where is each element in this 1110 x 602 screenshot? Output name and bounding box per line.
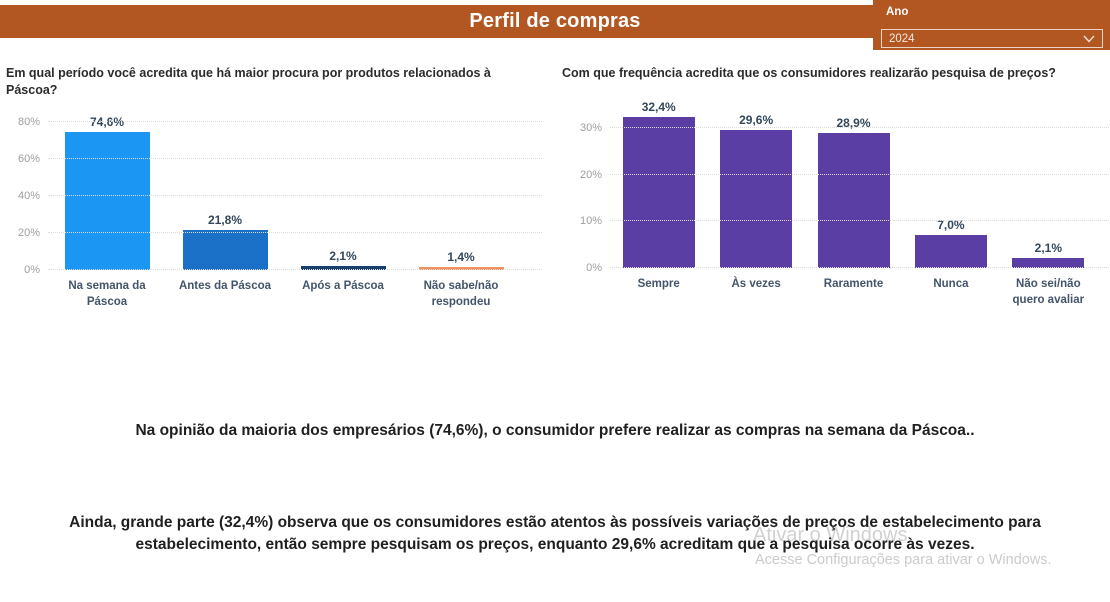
category-label: Nunca bbox=[933, 278, 969, 290]
bar-value-label: 29,6% bbox=[739, 112, 774, 127]
bar-value-label: 74,6% bbox=[89, 115, 125, 129]
bar-column: 7,0% bbox=[902, 105, 999, 268]
bar[interactable] bbox=[817, 133, 890, 268]
bar-value-label: 32,4% bbox=[641, 99, 676, 114]
bar-column: 28,9% bbox=[805, 105, 902, 268]
plot-area: 32,4% 29,6% 28,9% 7,0% 2,1% 0% 10% 20% 30% bbox=[580, 100, 1110, 274]
bars-container: 74,6% 21,8% 2,1% 1,4% bbox=[48, 114, 520, 270]
category-axis: Sempre Às vezes Raramente Nunca Não sei/não … bbox=[610, 276, 1097, 308]
year-dropdown[interactable]: 2024 bbox=[881, 29, 1103, 48]
bar[interactable] bbox=[1012, 258, 1085, 268]
bar-column: 74,6% bbox=[48, 114, 166, 270]
year-dropdown-value: 2024 bbox=[889, 32, 915, 45]
chart-title: Com que frequência acredita que os consu… bbox=[562, 66, 1056, 80]
gridline bbox=[610, 267, 1110, 268]
bar-column: 2,1% bbox=[1000, 105, 1097, 268]
gridline bbox=[48, 121, 542, 122]
bar[interactable] bbox=[720, 129, 793, 268]
year-filter-label: Ano bbox=[886, 6, 909, 18]
category-label: Sempre bbox=[637, 278, 680, 290]
bar-value-label: 28,9% bbox=[836, 116, 871, 131]
bar-value-label: 21,8% bbox=[207, 212, 243, 227]
bar-value-label: 1,4% bbox=[447, 250, 475, 265]
insight-paragraph-2: Ainda, grande parte (32,4%) observa que … bbox=[69, 514, 1041, 553]
insight-paragraph-1: Na opinião da maioria dos empresários (7… bbox=[135, 422, 975, 439]
bar-value-label: 7,0% bbox=[937, 218, 965, 233]
category-label: Na semana da Páscoa bbox=[68, 280, 146, 309]
bar[interactable] bbox=[914, 235, 987, 268]
gridline bbox=[610, 173, 1110, 175]
page-title: Perfil de compras bbox=[469, 10, 641, 32]
y-axis-tick-label: 30% bbox=[579, 122, 602, 134]
bar-column: 32,4% bbox=[610, 100, 707, 268]
y-axis-tick-label: 40% bbox=[17, 190, 40, 202]
category-axis: Na semana da Páscoa Antes da Páscoa Após a… bbox=[48, 278, 520, 310]
bar[interactable] bbox=[622, 116, 695, 268]
gridline bbox=[48, 269, 542, 270]
bar[interactable] bbox=[300, 266, 386, 270]
bar-column: 21,8% bbox=[166, 114, 284, 270]
plot-area: 74,6% 21,8% 2,1% 1,4% 0% 20% 40% 60% 80% bbox=[18, 114, 542, 276]
chart-purchase-period: Em qual período você acredita que há mai… bbox=[6, 62, 554, 310]
gridline bbox=[610, 220, 1110, 222]
category-label: Às vezes bbox=[731, 278, 781, 290]
bar[interactable] bbox=[64, 132, 150, 270]
bar-value-label: 2,1% bbox=[1034, 241, 1062, 256]
gridline bbox=[610, 127, 1110, 128]
category-label: Raramente bbox=[823, 278, 884, 290]
gridline bbox=[48, 232, 542, 233]
bar-column: 2,1% bbox=[284, 114, 402, 270]
bars-container: 32,4% 29,6% 28,9% 7,0% 2,1% bbox=[610, 100, 1097, 268]
gridline bbox=[48, 158, 542, 159]
bar[interactable] bbox=[182, 229, 268, 270]
y-axis-tick-label: 0% bbox=[24, 264, 40, 276]
gridline bbox=[48, 195, 542, 196]
category-label: Antes da Páscoa bbox=[178, 280, 272, 292]
y-axis-tick-label: 20% bbox=[579, 168, 602, 181]
y-axis-tick-label: 60% bbox=[17, 153, 40, 165]
year-filter-panel: Ano 2024 bbox=[873, 0, 1110, 50]
windows-activation-watermark-line1: Ativar o Windows bbox=[753, 524, 908, 546]
bar-column: 1,4% bbox=[402, 114, 520, 270]
chart-title: Em qual período você acredita que há mai… bbox=[6, 66, 491, 97]
bar[interactable] bbox=[418, 267, 504, 270]
y-axis-tick-label: 20% bbox=[17, 227, 40, 239]
category-label: Não sabe/não respondeu bbox=[423, 280, 499, 309]
windows-activation-watermark-line2: Acesse Configurações para ativar o Windo… bbox=[755, 552, 1052, 568]
chevron-down-icon bbox=[1083, 30, 1095, 48]
y-axis-tick-label: 80% bbox=[17, 116, 40, 128]
y-axis-tick-label: 10% bbox=[579, 215, 602, 228]
category-label: Após a Páscoa bbox=[302, 280, 384, 292]
category-label: Não sei/não quero avaliar bbox=[1012, 278, 1085, 307]
bar-column: 29,6% bbox=[707, 105, 804, 268]
bar-value-label: 2,1% bbox=[329, 249, 357, 264]
y-axis-tick-label: 0% bbox=[586, 262, 602, 274]
chart-price-research-frequency: Com que frequência acredita que os consu… bbox=[562, 62, 1110, 308]
